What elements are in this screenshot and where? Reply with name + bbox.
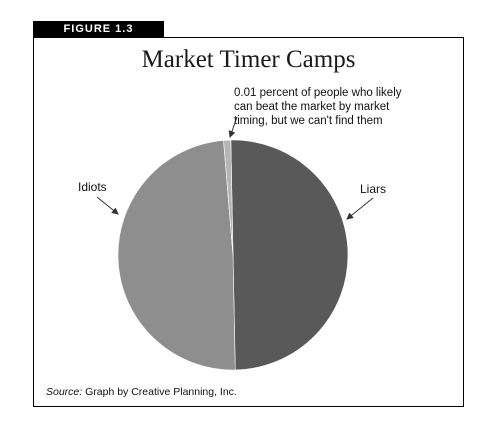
idiots-label: Idiots <box>78 180 107 194</box>
figure-label: FIGURE 1.3 <box>33 21 164 37</box>
liars-label: Liars <box>360 182 387 196</box>
small-slice-annotation: 0.01 percent of people who likely can be… <box>234 86 402 128</box>
idiots-arrow <box>96 196 119 215</box>
chart-title: Market Timer Camps <box>141 46 356 73</box>
small-slice <box>223 139 234 256</box>
small-slice-annotation-line: can beat the market by market <box>234 101 390 113</box>
source-prefix: Source: <box>46 386 83 398</box>
small-slice-arrow <box>228 116 238 138</box>
small-slice-annotation-line: 0.01 percent of people who likely <box>234 87 402 99</box>
idiots-slice <box>117 140 236 371</box>
liars-arrow <box>346 197 374 220</box>
liars-slice <box>230 139 349 371</box>
small-slice-annotation-line: timing, but we can't find them <box>234 115 383 127</box>
source-text: Graph by Creative Planning, Inc. <box>82 386 237 398</box>
source-note: Source: Graph by Creative Planning, Inc. <box>46 386 237 398</box>
